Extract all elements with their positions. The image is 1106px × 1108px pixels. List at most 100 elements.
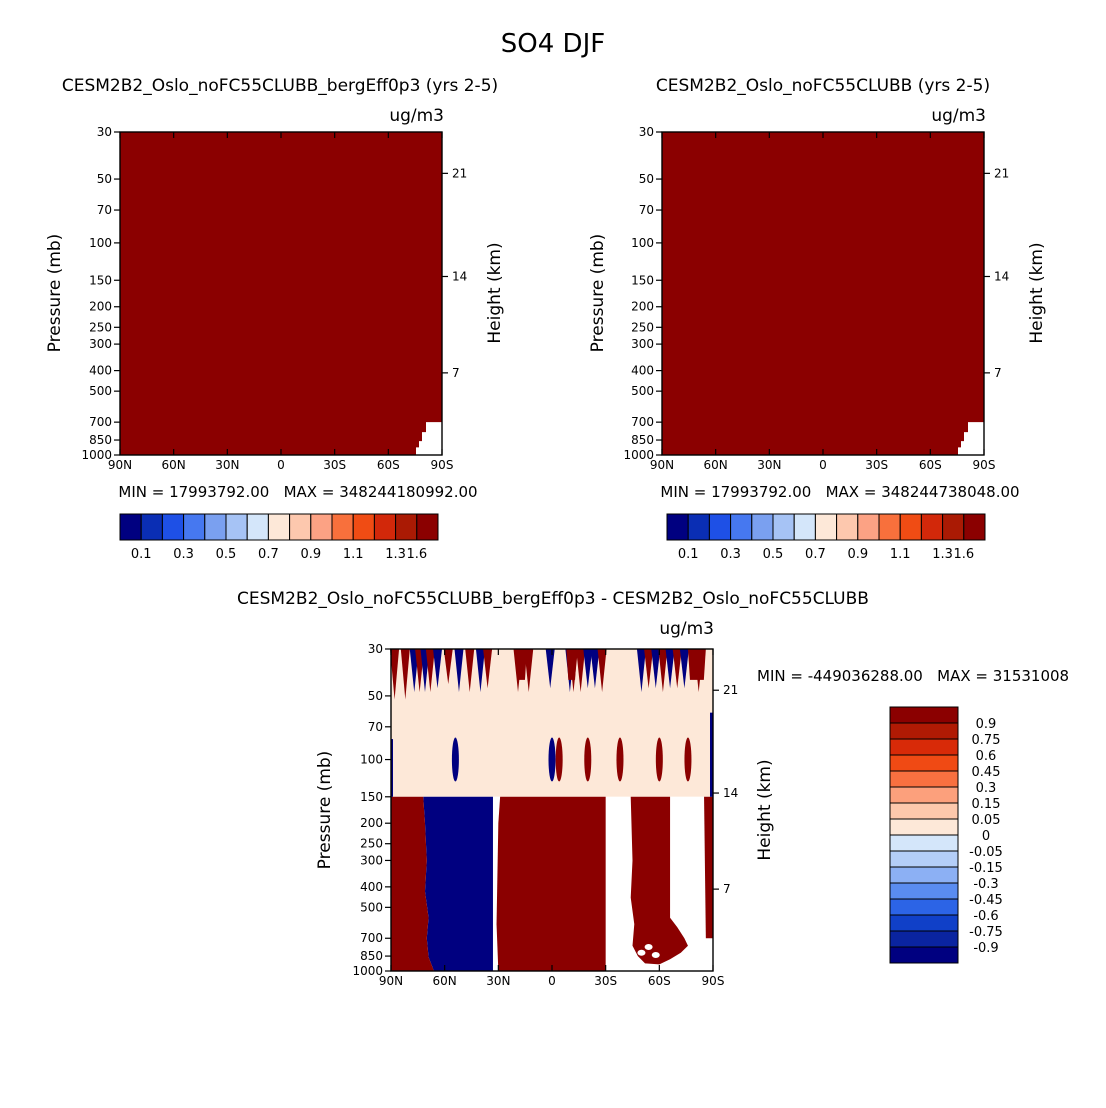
spike-mark [644,649,654,689]
y-tick-label: 100 [360,753,383,767]
missing-data [651,951,660,958]
edge-mark [710,712,713,797]
y-tick-label: 500 [360,900,383,914]
colorbar-label: 0.9 [300,547,321,562]
spike-mark [658,649,668,693]
y-tick-label: 700 [89,415,112,429]
x-tick-label: 60S [377,458,400,472]
colorbar-label: 0.75 [972,733,1001,748]
panel-2-y-right-label: Height (km) [1027,242,1047,343]
positive-region [391,796,434,971]
colorbar-label: -0.15 [969,861,1003,876]
y-tick-label: 850 [89,433,112,447]
y-tick-label: 1000 [81,448,112,462]
lens-mark [555,737,563,782]
colorbar-label: 1.3 [932,547,953,562]
colorbar-swatch [889,914,959,932]
y-tick-label: 100 [631,236,654,250]
colorbar-swatch [889,770,959,788]
y-tick-label: 70 [97,203,112,217]
spike-mark [576,649,586,693]
y-tick-label: 400 [89,364,112,378]
y-tick-label: 500 [631,384,654,398]
x-tick-label: 90S [431,458,454,472]
spike-mark [465,649,475,693]
colorbar-swatch [889,866,959,884]
spike-mark [672,649,682,689]
colorbar-swatch [772,513,795,541]
colorbar-swatch [246,513,269,541]
colorbar-label: 0.3 [720,547,741,562]
colorbar-swatch [889,946,959,964]
y-right-tick-label: 14 [994,269,1009,283]
colorbar-label: 1.6 [953,547,974,562]
panel-3-y-right-label: Height (km) [755,759,775,860]
y-right-tick-label: 21 [994,166,1009,180]
edge-mark [391,739,393,797]
colorbar-swatch [889,722,959,740]
panel-2: CESM2B2_Oslo_noFC55CLUBB (yrs 2-5) ug/m3… [588,76,1047,562]
panel-2-y-label: Pressure (mb) [588,234,608,353]
colorbar-swatch [751,513,774,541]
y-right-tick-label: 7 [994,366,1002,380]
y-right-tick-label: 7 [452,366,460,380]
spike-mark [679,649,689,689]
spike-mark [483,649,493,689]
x-tick-label: 30S [323,458,346,472]
panel-3-min-max: MIN = -449036288.00 MAX = 31531008 [757,667,1069,685]
colorbar-swatch [161,513,185,541]
y-tick-label: 700 [631,415,654,429]
spike-mark [475,649,485,693]
colorbar-swatch [708,513,732,541]
y-right-tick-label: 21 [452,166,467,180]
lens-mark [451,737,459,782]
colorbar-label: 0.5 [763,547,784,562]
y-tick-label: 30 [97,125,112,139]
y-tick-label: 200 [631,300,654,314]
colorbar-swatch [889,706,959,724]
panel-3-units: ug/m3 [659,619,714,639]
y-tick-label: 1000 [352,964,383,978]
x-tick-label: 60N [433,974,457,988]
y-tick-label: 300 [360,853,383,867]
panel-1: CESM2B2_Oslo_noFC55CLUBB_bergEff0p3 (yrs… [45,76,505,562]
colorbar-swatch [416,513,439,541]
colorbar-swatch [730,513,753,541]
y-tick-label: 200 [360,816,383,830]
colorbar-label: 0 [982,829,990,844]
y-right-tick-label: 7 [723,882,731,896]
spike-mark [433,649,443,689]
colorbar-label: -0.05 [969,845,1003,860]
x-tick-label: 60S [648,974,671,988]
colorbar-label: 0.05 [972,813,1001,828]
y-tick-label: 30 [639,125,654,139]
y-tick-label: 200 [89,300,112,314]
colorbar-swatch [889,850,959,868]
top-block [516,649,527,680]
colorbar-swatch [310,513,333,541]
colorbar-label: 1.3 [385,547,406,562]
colorbar-label: 1.1 [890,547,911,562]
y-tick-label: 500 [89,384,112,398]
top-block [566,649,578,680]
spike-mark [454,649,464,693]
colorbar-label: 1.6 [406,547,427,562]
lens-mark [684,737,692,782]
colorbar-swatch [373,513,397,541]
colorbar-label: 0.1 [131,547,152,562]
y-tick-label: 150 [360,790,383,804]
y-tick-label: 50 [639,172,654,186]
y-tick-label: 50 [97,172,112,186]
spike-mark [590,649,600,689]
panel-2-min-max: MIN = 17993792.00 MAX = 348244738048.00 [660,483,1019,501]
y-right-tick-label: 14 [452,269,467,283]
colorbar-swatch [889,930,959,948]
y-tick-label: 300 [631,337,654,351]
colorbar-swatch [836,513,859,541]
lens-mark [655,737,663,782]
x-tick-label: 30S [594,974,617,988]
colorbar-swatch [395,513,418,541]
colorbar-swatch [878,513,901,541]
y-tick-label: 250 [631,320,654,334]
colorbar-label: 0.5 [216,547,237,562]
